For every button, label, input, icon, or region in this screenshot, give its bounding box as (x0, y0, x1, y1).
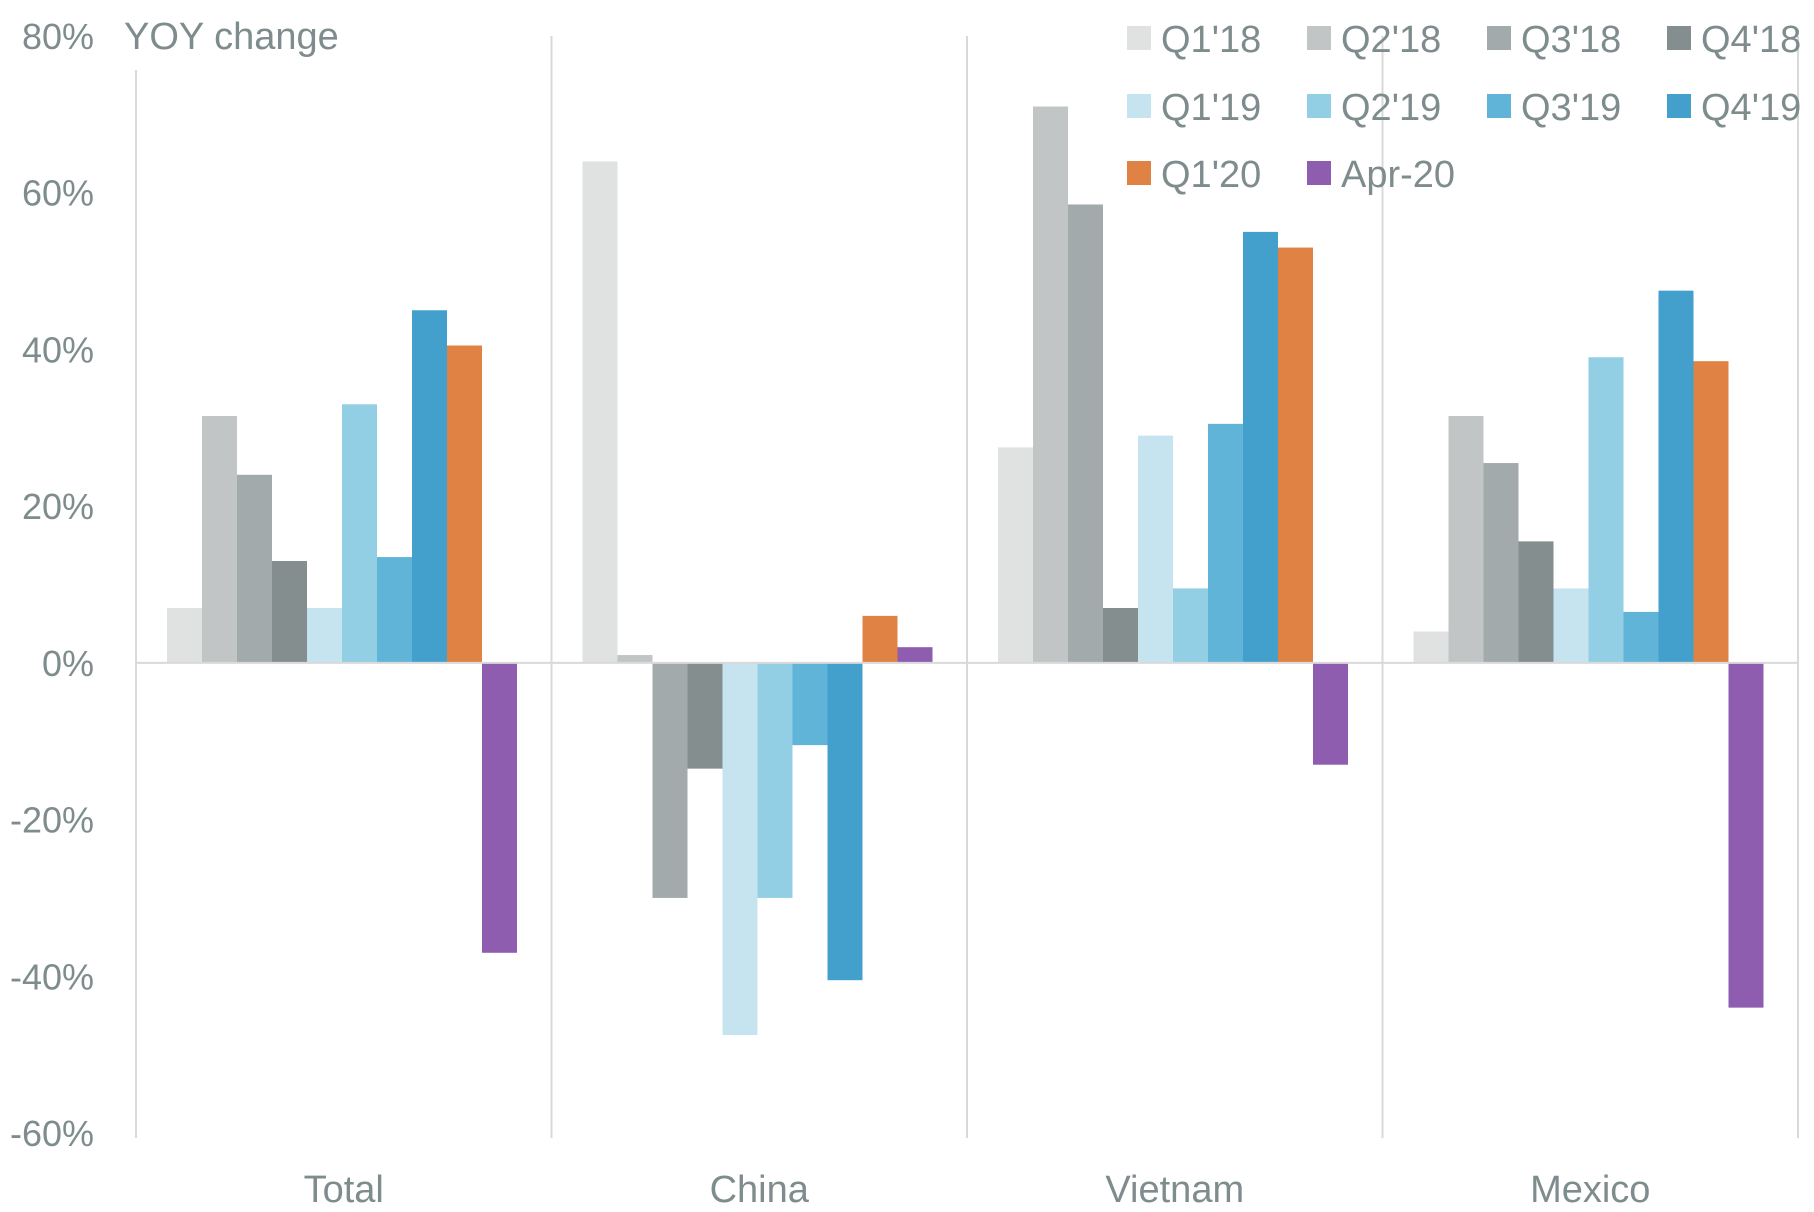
legend-label: Q4'19 (1701, 87, 1801, 129)
bar-total-q4-19 (412, 310, 447, 663)
y-tick-label: 40% (22, 329, 94, 370)
y-tick-label: 0% (42, 643, 94, 684)
bar-mexico-q3-19 (1623, 611, 1659, 663)
legend-label: Q3'18 (1521, 19, 1621, 61)
bar-total-q1-18 (167, 608, 202, 663)
y-tick-label: 20% (22, 486, 94, 527)
bar-mexico-q3-18 (1483, 463, 1519, 663)
y-tick-label: -40% (10, 956, 94, 997)
x-category-label: Mexico (1530, 1169, 1650, 1211)
x-category-label: Vietnam (1105, 1169, 1244, 1211)
bar-china-q1-20 (862, 615, 898, 663)
bar-china-q2-19 (757, 662, 793, 898)
bar-vietnam-q1-18 (998, 447, 1033, 663)
bar-mexico-apr-20 (1728, 662, 1764, 1008)
bar-china-q3-19 (792, 662, 828, 746)
bar-china-q1-18 (582, 161, 618, 663)
bar-total-q1-20 (447, 345, 482, 663)
bar-mexico-q4-19 (1658, 290, 1694, 663)
x-category-label: China (710, 1169, 810, 1211)
bar-vietnam-q4-19 (1243, 231, 1278, 663)
legend-label: Q2'18 (1341, 19, 1441, 61)
bars-layer (167, 106, 1764, 1036)
bar-total-apr-20 (482, 662, 517, 953)
bar-china-q2-18 (617, 655, 653, 663)
legend-label: Q1'20 (1161, 154, 1261, 196)
bar-vietnam-q3-19 (1208, 423, 1243, 663)
bar-vietnam-q1-19 (1138, 435, 1173, 663)
bar-mexico-q2-18 (1448, 416, 1484, 663)
x-category-label: Total (304, 1169, 384, 1211)
legend-swatch (1127, 161, 1151, 185)
y-tick-label: -60% (10, 1113, 94, 1154)
bar-vietnam-q3-18 (1068, 204, 1103, 663)
bar-total-q4-18 (272, 560, 307, 663)
legend-label: Q3'19 (1521, 87, 1621, 129)
legend: Q1'18 Q2'18 Q3'18 Q4'18 Q1'19 Q2'19 Q3'19 Q4'19… (1127, 19, 1801, 196)
legend-label: Q2'19 (1341, 87, 1441, 129)
bar-total-q2-19 (342, 404, 377, 663)
bar-china-q3-18 (652, 662, 688, 898)
bar-mexico-q1-18 (1413, 631, 1449, 663)
bar-total-q3-18 (237, 474, 272, 663)
bar-vietnam-q4-18 (1103, 608, 1138, 663)
bar-mexico-q2-19 (1588, 357, 1624, 663)
bar-china-q1-19 (722, 662, 758, 1036)
y-tick-label: 80% (22, 16, 94, 57)
legend-swatch (1307, 26, 1331, 50)
bar-china-q4-19 (827, 662, 863, 981)
legend-swatch (1667, 94, 1691, 118)
bar-total-q1-19 (307, 608, 342, 663)
bar-vietnam-apr-20 (1313, 662, 1348, 765)
y-axis-title: YOY change (124, 16, 339, 58)
legend-label: Q1'19 (1161, 87, 1261, 129)
bar-mexico-q1-20 (1693, 361, 1729, 663)
bar-vietnam-q2-18 (1033, 106, 1068, 663)
bar-vietnam-q1-20 (1278, 247, 1313, 663)
bar-total-q3-19 (377, 557, 412, 663)
legend-label: Q4'18 (1701, 19, 1801, 61)
bar-mexico-q4-18 (1518, 541, 1554, 663)
legend-swatch (1307, 94, 1331, 118)
legend-label: Q1'18 (1161, 19, 1261, 61)
y-axis-ticks: 80% 60% 40% 20% 0% -20% -40% -60% (10, 16, 94, 1154)
bar-mexico-q1-19 (1553, 588, 1589, 663)
bar-total-q2-18 (202, 416, 237, 663)
legend-swatch (1307, 161, 1331, 185)
legend-label: Apr-20 (1341, 154, 1455, 196)
grid-layer (135, 36, 1799, 1138)
bar-china-apr-20 (897, 647, 933, 663)
y-tick-label: -20% (10, 800, 94, 841)
bar-vietnam-q2-19 (1173, 588, 1208, 663)
legend-swatch (1127, 94, 1151, 118)
bar-china-q4-18 (687, 662, 723, 769)
legend-swatch (1487, 26, 1511, 50)
legend-swatch (1127, 26, 1151, 50)
legend-swatch (1487, 94, 1511, 118)
y-tick-label: 60% (22, 173, 94, 214)
x-axis-categories: Total China Vietnam Mexico (304, 1169, 1651, 1211)
legend-swatch (1667, 26, 1691, 50)
